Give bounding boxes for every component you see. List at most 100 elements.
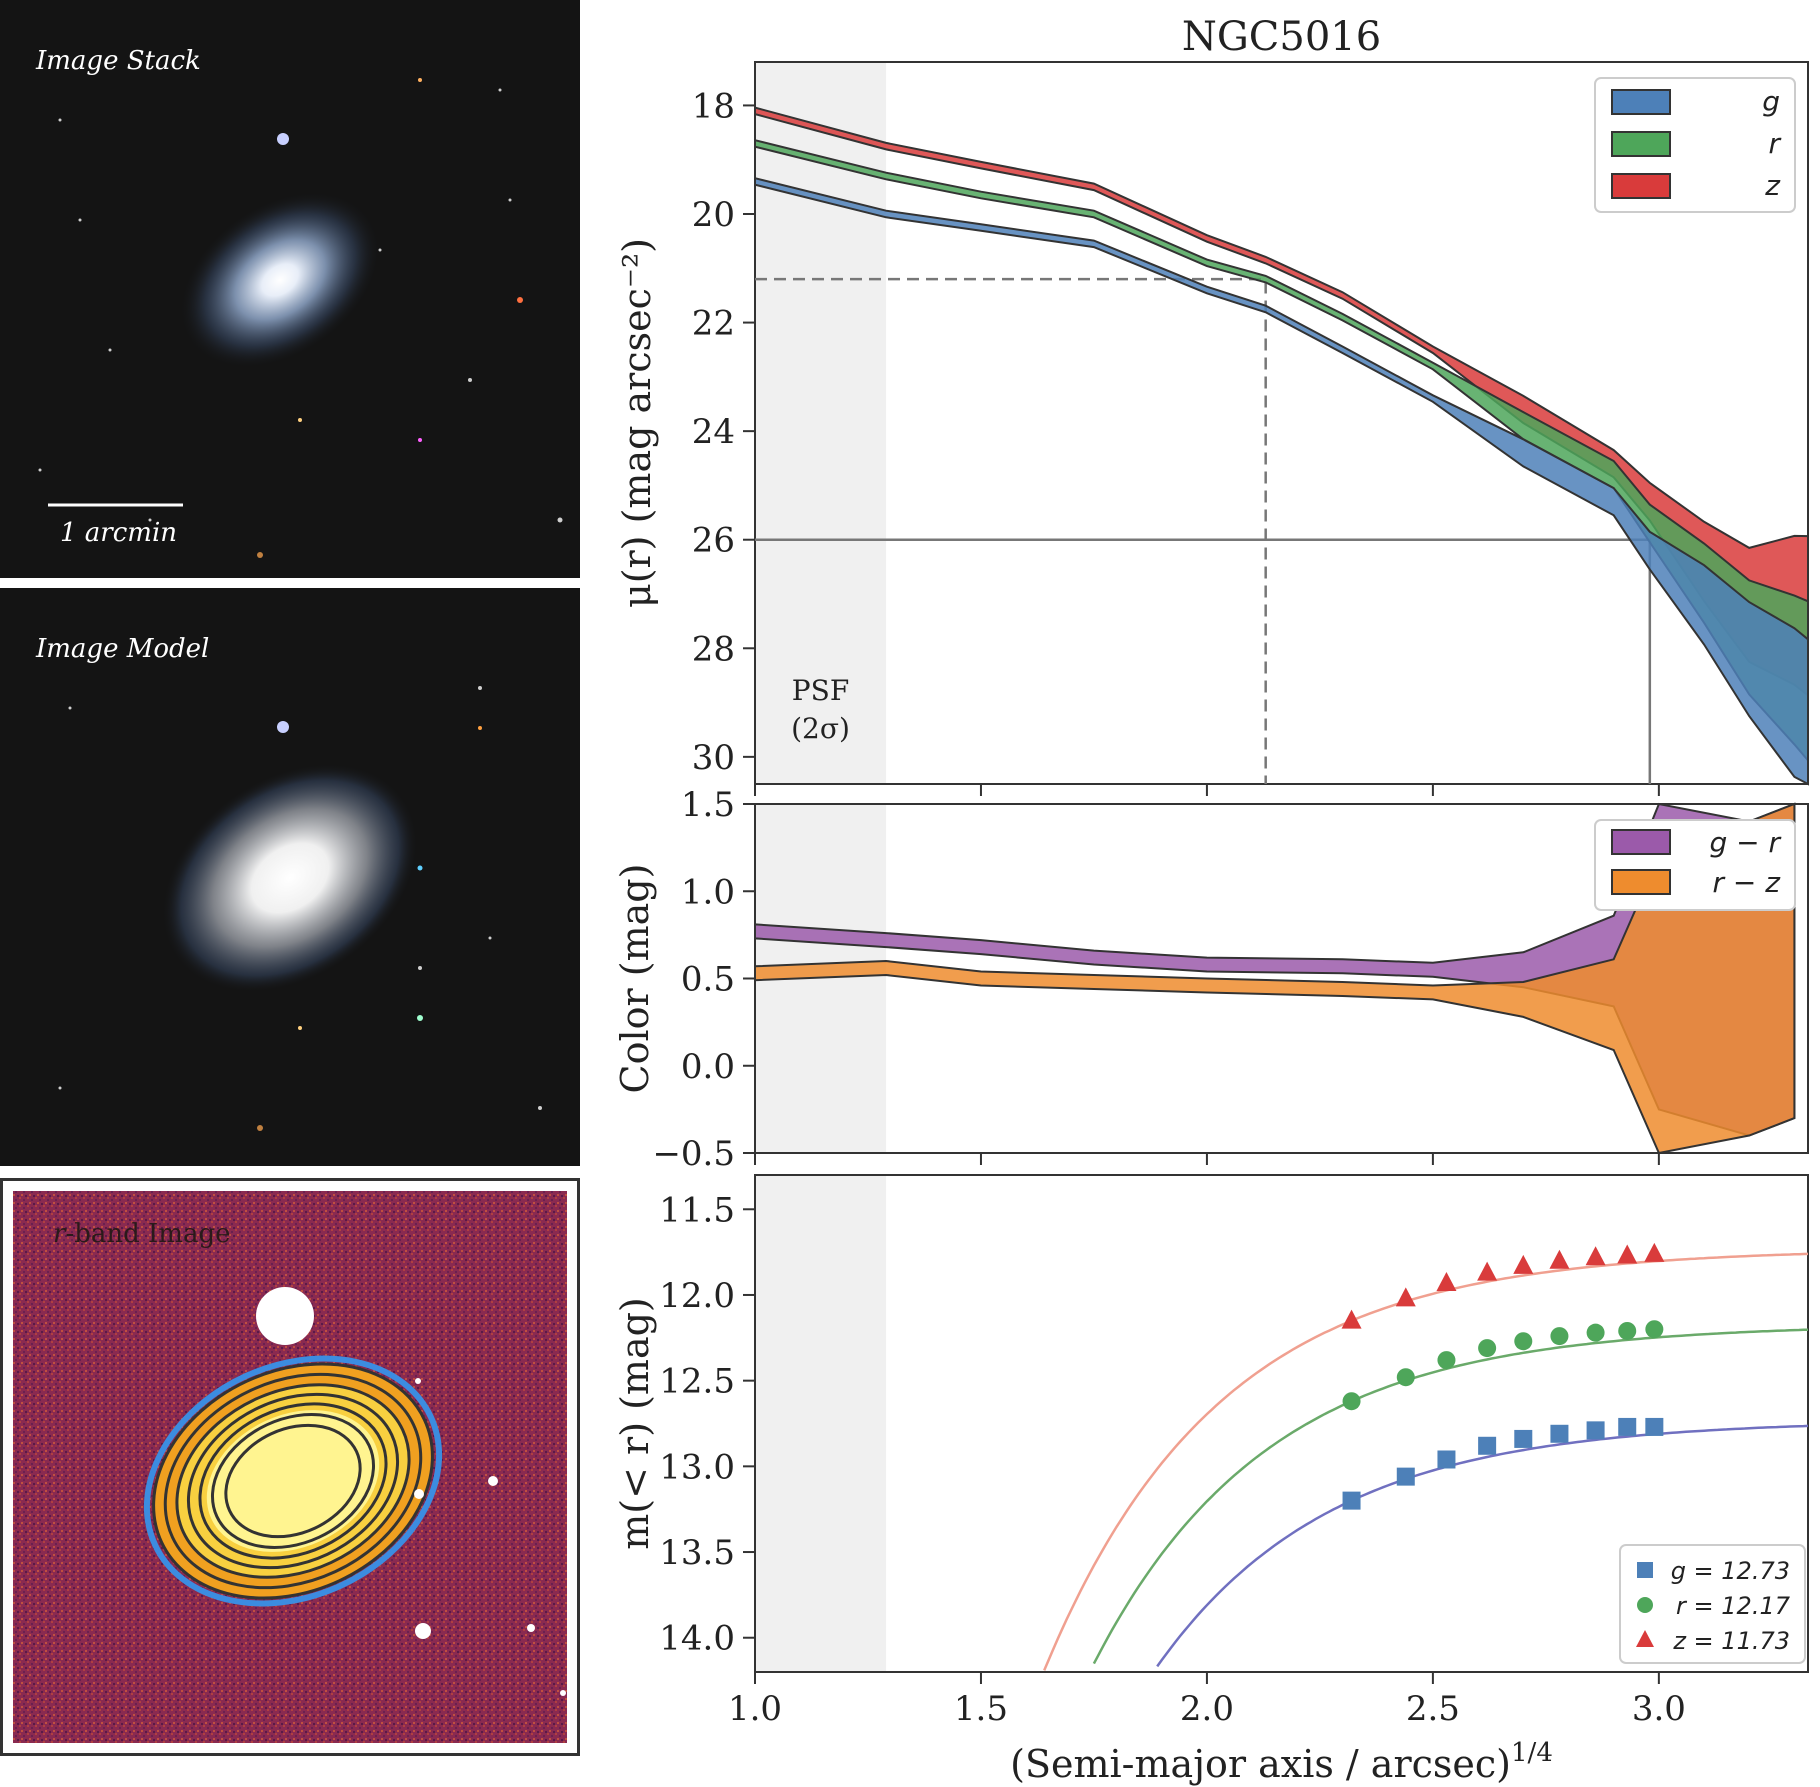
- data-point-r: [1478, 1339, 1497, 1358]
- y-tick-label: 13.5: [659, 1533, 735, 1573]
- y-tick-label: 1.5: [681, 785, 735, 825]
- y-axis-title-surface-brightness: μ(r) (mag arcsec⁻²): [615, 238, 659, 608]
- x-tick-label: 2.0: [1180, 1689, 1234, 1729]
- x-axis-title: (Semi-major axis / arcsec)1/4: [1010, 1738, 1553, 1786]
- legend-label-color-1: r − z: [1713, 866, 1782, 899]
- x-axis-title-exponent: 1/4: [1511, 1738, 1553, 1768]
- y-tick-label: 12.0: [659, 1276, 735, 1316]
- legend-swatch-r: [1611, 131, 1671, 157]
- data-point-g: [1550, 1424, 1569, 1443]
- masked-star: [256, 1287, 314, 1345]
- data-point-z: [1477, 1261, 1498, 1281]
- image-model-picture: [0, 588, 580, 1166]
- scale-bar-label: 1 arcmin: [60, 518, 178, 548]
- data-point-z: [1436, 1271, 1457, 1291]
- stack-stars: [38, 78, 563, 558]
- model-stars: [58, 686, 542, 1131]
- y-axis-title-magnitude: m(< r) (mag): [613, 1297, 657, 1550]
- x-axis-title-main: (Semi-major axis / arcsec): [1010, 1742, 1511, 1786]
- data-point-r: [1514, 1332, 1533, 1351]
- y-tick-label: 22: [692, 304, 735, 344]
- foreground-star-model: [277, 721, 289, 733]
- y-tick-label: 28: [692, 629, 735, 669]
- y-tick-label: 12.5: [659, 1362, 735, 1402]
- data-point-g: [1396, 1467, 1415, 1486]
- image-model-label: Image Model: [36, 634, 210, 664]
- r-band-label-rest: -band Image: [65, 1219, 231, 1249]
- data-point-g: [1478, 1436, 1497, 1455]
- legend-swatch-g: [1611, 89, 1671, 115]
- legend-label-mag-z: z = 11.73: [1672, 1627, 1790, 1655]
- x-tick-label: 1.5: [954, 1689, 1008, 1729]
- image-stack-panel: Image Stack 1 arcmin: [0, 0, 580, 578]
- limit-radius-line: [755, 538, 1652, 784]
- legend-box: [1619, 1544, 1806, 1664]
- y-tick-label: 24: [692, 412, 735, 452]
- galaxy-stack: [180, 191, 380, 369]
- data-point-z: [1585, 1246, 1606, 1266]
- data-point-r: [1342, 1392, 1361, 1411]
- legend-label-color-0: g − r: [1709, 826, 1781, 859]
- x-tick-label: 1.0: [728, 1689, 782, 1729]
- legend-label-mag-r: r = 12.17: [1676, 1592, 1791, 1620]
- data-point-r: [1550, 1327, 1569, 1346]
- growth-curve-g: [1156, 1424, 1809, 1668]
- psf-label: PSF: [792, 674, 849, 707]
- legend-swatch-color-0: [1611, 829, 1671, 855]
- data-point-g: [1586, 1421, 1605, 1440]
- r-band-label: r-band Image: [53, 1219, 230, 1249]
- foreground-star: [277, 133, 289, 145]
- x-tick-label: 3.0: [1632, 1689, 1686, 1729]
- profile-charts: 18 20 22 24 26 28 30 1.5 1.0 0.5 0.0 −0.5 11.5 12.0 12…: [590, 0, 1820, 1787]
- y-tick-label: 0.5: [681, 960, 735, 1000]
- legend-color: g − r r − z: [1594, 819, 1796, 911]
- legend-marker-r: [1637, 1597, 1653, 1613]
- data-point-g: [1514, 1429, 1533, 1448]
- legend-surface-brightness: grz: [1594, 77, 1796, 213]
- y-tick-label: 26: [692, 521, 735, 561]
- legend-magnitude: g = 12.73 r = 12.17 z = 11.73: [1619, 1544, 1806, 1664]
- legend-marker-g: [1637, 1562, 1653, 1578]
- image-stack-picture: [0, 0, 580, 578]
- data-point-z: [1395, 1287, 1416, 1307]
- y-tick-label: 1.0: [681, 872, 735, 912]
- data-point-z: [1341, 1309, 1362, 1329]
- psf-band: [755, 62, 887, 784]
- psf-band: [755, 1175, 887, 1672]
- y-axis-title-color: Color (mag): [613, 864, 657, 1094]
- legend-marker-z: [1636, 1630, 1654, 1647]
- y-tick-label: 30: [692, 738, 735, 778]
- image-stack-label: Image Stack: [36, 46, 201, 76]
- y-tick-label: 13.0: [659, 1447, 735, 1487]
- data-point-g: [1618, 1417, 1637, 1436]
- data-point-g: [1342, 1491, 1361, 1510]
- y-tick-label: −0.5: [652, 1134, 735, 1174]
- galaxy-model: [161, 763, 419, 993]
- data-point-z: [1513, 1254, 1534, 1274]
- data-point-r: [1645, 1320, 1664, 1339]
- legend-label-r: r: [1768, 127, 1781, 160]
- data-point-r: [1437, 1351, 1456, 1370]
- profile-band-g: [754, 176, 1809, 786]
- r-band-picture: [13, 1191, 567, 1743]
- legend-label-g: g: [1762, 85, 1780, 118]
- y-tick-label: 14.0: [659, 1619, 735, 1659]
- data-point-z: [1549, 1249, 1570, 1269]
- data-point-g: [1645, 1417, 1664, 1436]
- image-model-panel: Image Model: [0, 588, 580, 1166]
- y-tick-label: 18: [692, 86, 735, 126]
- legend-swatch-color-1: [1611, 869, 1671, 895]
- r-band-image-panel: r-band Image: [0, 1178, 580, 1756]
- data-point-r: [1586, 1323, 1605, 1342]
- image-panels: Image Stack 1 arcmin: [0, 0, 590, 1787]
- y-tick-label: 20: [692, 195, 735, 235]
- data-point-r: [1396, 1368, 1415, 1387]
- color-band-r-z: [754, 802, 1796, 1155]
- r-band-label-italic: r: [53, 1219, 66, 1249]
- data-point-g: [1437, 1450, 1456, 1469]
- psf-sigma-label: (2σ): [791, 712, 850, 745]
- plot-frame: [754, 1174, 1809, 1673]
- y-tick-label: 0.0: [681, 1047, 735, 1087]
- plot-frame: [754, 61, 1809, 785]
- data-point-z: [1617, 1244, 1638, 1264]
